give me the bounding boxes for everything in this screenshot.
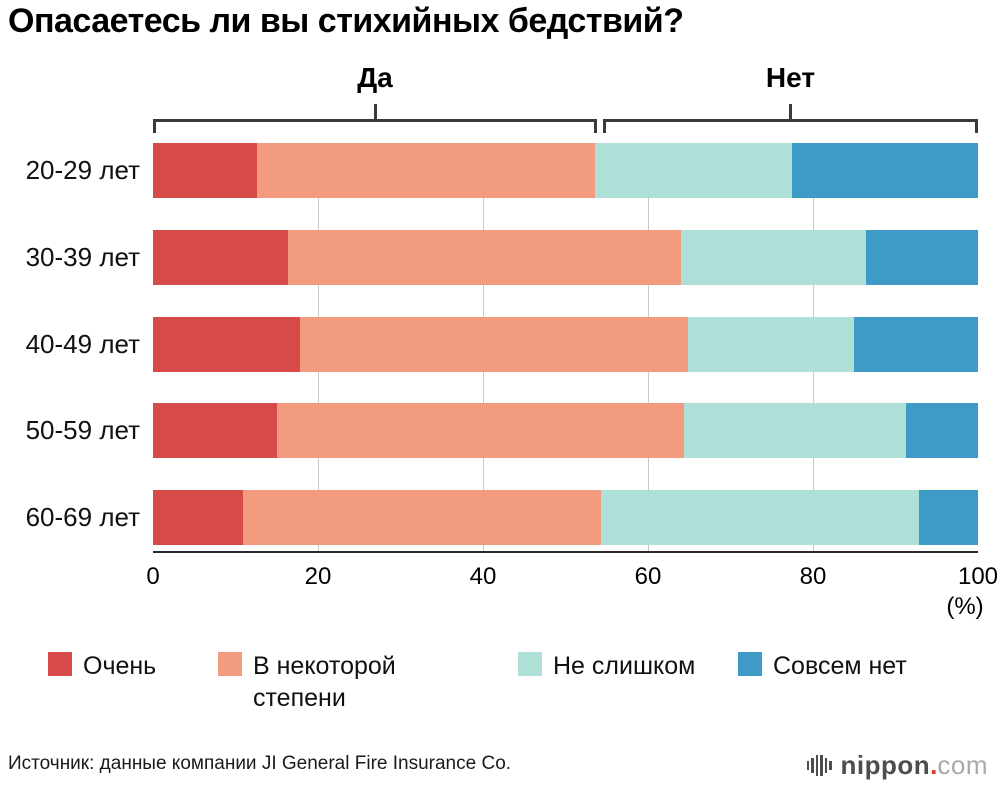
bar-segment-2 — [256, 143, 596, 198]
bar-segment-4 — [918, 490, 978, 545]
x-tick-label: 100 — [957, 563, 999, 590]
bar-row — [153, 490, 978, 545]
x-tick-label: 60 — [634, 563, 662, 590]
chart-title: Опасаетесь ли вы стихийных бедствий? — [8, 2, 684, 40]
legend-label: Очень — [83, 652, 157, 680]
legend-label: Не слишком — [553, 652, 696, 680]
legend-swatch — [738, 652, 762, 676]
category-label: 50-59 лет — [25, 415, 140, 445]
bar-segment-2 — [242, 490, 601, 545]
x-tick-label: 0 — [146, 563, 160, 590]
bar-segment-4 — [854, 317, 978, 372]
bracket-layer: Да Нет — [153, 0, 978, 142]
category-label: 40-49 лет — [25, 329, 140, 359]
brand-dot: . — [930, 749, 938, 780]
bar-segment-4 — [865, 230, 978, 285]
legend-item: Не слишком — [518, 650, 695, 682]
legend-swatch — [48, 652, 72, 676]
x-tick-label: 20 — [304, 563, 332, 590]
bar-segment-1 — [153, 317, 300, 372]
bar-segment-1 — [153, 490, 243, 545]
bracket-tick — [789, 104, 792, 122]
bar-row — [153, 230, 978, 285]
legend-item: Совсем нет — [738, 650, 907, 682]
x-tick-label: 40 — [469, 563, 497, 590]
bracket-group-label: Да — [357, 62, 393, 93]
plot-area: (%) 0 20 40 60 80 100 20-29 лет 30-39 лет 40-49 … — [26, 143, 998, 620]
bar-segment-3 — [595, 143, 793, 198]
bracket — [603, 104, 978, 134]
legend: Очень В некоторой степени Не слишком Совсем… — [0, 650, 1000, 730]
legend-swatch — [218, 652, 242, 676]
bar-segment-3 — [687, 317, 855, 372]
bar-row — [153, 317, 978, 372]
bar-segment-3 — [680, 230, 866, 285]
legend-swatch — [518, 652, 542, 676]
bar-segment-4 — [906, 403, 978, 458]
brand-suffix: com — [937, 749, 988, 780]
brand-name: nippon — [840, 749, 931, 780]
bar-segment-1 — [153, 403, 277, 458]
bracket-tick — [373, 104, 377, 122]
bar-segment-4 — [792, 143, 978, 198]
bracket-group-label: Нет — [765, 62, 816, 93]
bar-segment-2 — [288, 230, 681, 285]
bracket — [153, 104, 597, 134]
legend-label: В некоторой степени — [253, 652, 396, 712]
legend-label: Совсем нет — [773, 652, 907, 680]
category-label: 20-29 лет — [25, 155, 140, 185]
bar-segment-3 — [684, 403, 907, 458]
bar-segment-1 — [153, 230, 289, 285]
category-label: 60-69 лет — [25, 502, 140, 532]
bar-segment-2 — [299, 317, 688, 372]
source-note: Источник: данные компании JI General Fir… — [8, 753, 512, 774]
bar-segment-2 — [276, 403, 685, 458]
legend-item: В некоторой степени — [218, 650, 433, 714]
legend-item: Очень — [48, 650, 156, 682]
nippon-logo: nippon . com — [806, 748, 989, 782]
bar-segment-1 — [153, 143, 257, 198]
nippon-logo-icon — [806, 754, 833, 776]
x-tick-label: 80 — [799, 563, 827, 590]
bar-row — [153, 403, 978, 458]
bar-row — [153, 143, 978, 198]
bar-segment-3 — [600, 490, 919, 545]
category-label: 30-39 лет — [25, 242, 140, 272]
x-axis-unit: (%) — [946, 593, 984, 620]
